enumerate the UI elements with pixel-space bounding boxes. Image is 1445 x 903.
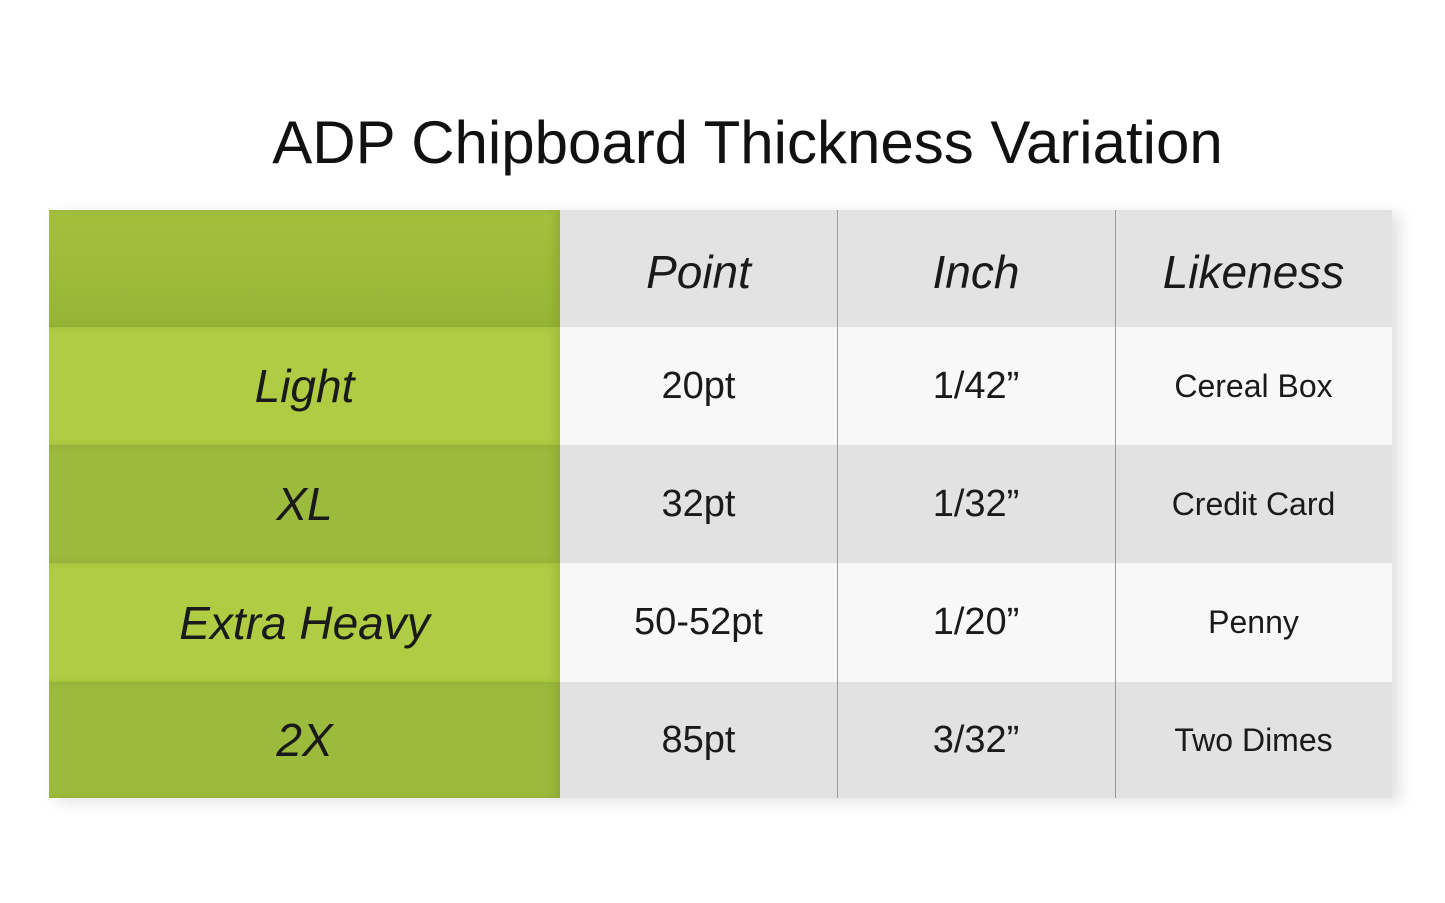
likeness-cell: Two Dimes — [1115, 682, 1392, 798]
likeness-cell: Penny — [1115, 563, 1392, 682]
column-header: Inch — [837, 210, 1115, 327]
header-corner — [49, 210, 560, 327]
table: Point Inch Likeness Light 20pt 1/42” Cereal Bo… — [49, 210, 1392, 798]
value-cell: 1/32” — [837, 445, 1115, 563]
row-label: XL — [49, 445, 560, 563]
row-label: 2X — [49, 682, 560, 798]
value-cell: 85pt — [560, 682, 837, 798]
row-label: Light — [49, 327, 560, 445]
value-cell: 32pt — [560, 445, 837, 563]
column-header: Point — [560, 210, 837, 327]
likeness-cell: Cereal Box — [1115, 327, 1392, 445]
row-label: Extra Heavy — [49, 563, 560, 682]
column-divider — [1115, 210, 1116, 798]
value-cell: 3/32” — [837, 682, 1115, 798]
value-cell: 20pt — [560, 327, 837, 445]
value-cell: 50-52pt — [560, 563, 837, 682]
value-cell: 1/20” — [837, 563, 1115, 682]
title: ADP Chipboard Thickness Variation — [272, 109, 1223, 176]
column-divider — [837, 210, 838, 798]
value-cell: 1/42” — [837, 327, 1115, 445]
likeness-cell: Credit Card — [1115, 445, 1392, 563]
column-header: Likeness — [1115, 210, 1392, 327]
